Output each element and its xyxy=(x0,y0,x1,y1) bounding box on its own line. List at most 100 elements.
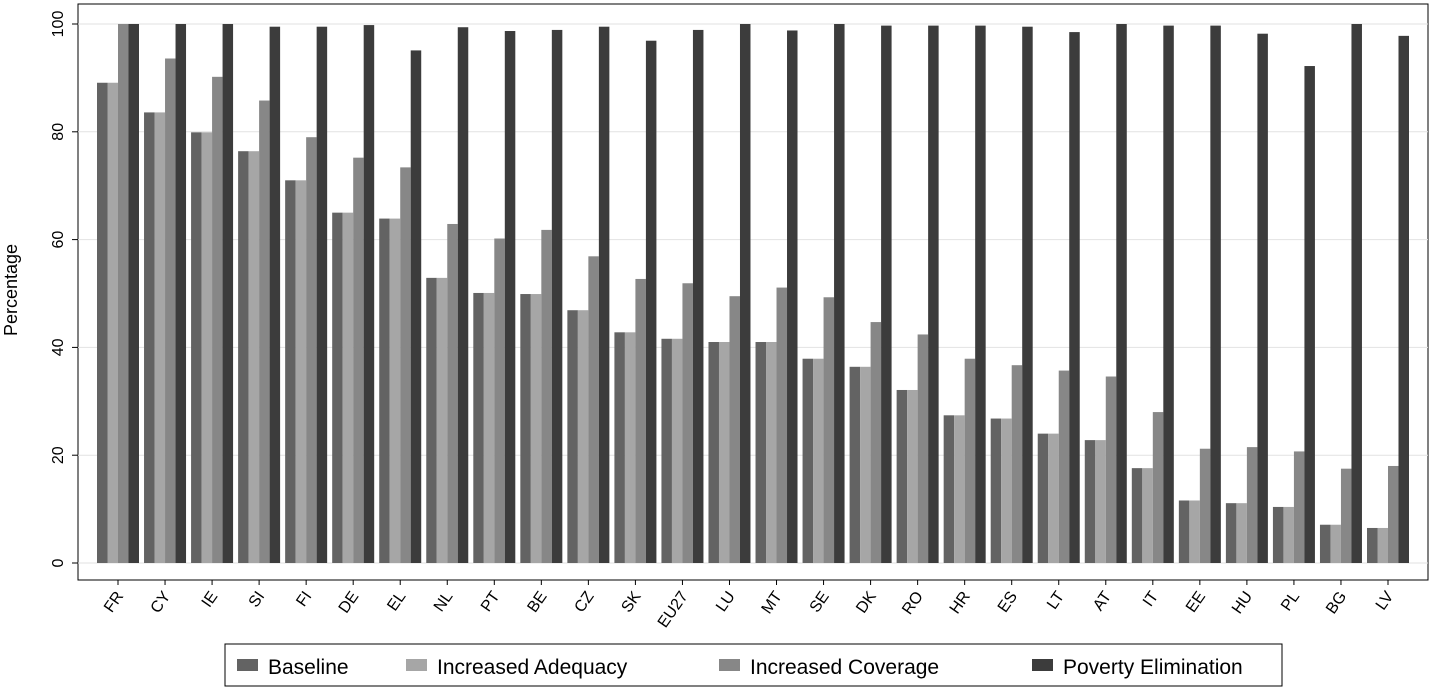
legend: Baseline Increased Adequacy Increased Cove… xyxy=(224,643,1283,687)
legend-key xyxy=(1032,659,1053,671)
bar-bg-increased-coverage xyxy=(1340,468,1352,563)
bar-be-increased-coverage xyxy=(541,229,552,563)
bar-lu-poverty-elimination xyxy=(739,24,751,563)
bar-pl-increased-coverage xyxy=(1293,451,1305,563)
x-tick-label: PL xyxy=(1278,588,1303,614)
bar-si-poverty-elimination xyxy=(269,26,281,563)
bar-ro-increased-adequacy xyxy=(907,389,918,563)
bar-cz-increased-coverage xyxy=(588,256,599,563)
bar-lv-poverty-elimination xyxy=(1398,35,1409,564)
x-tick-label: LV xyxy=(1373,588,1398,613)
bar-be-poverty-elimination xyxy=(551,29,563,564)
bar-fi-increased-coverage xyxy=(306,137,317,563)
bar-be-baseline xyxy=(520,294,531,563)
x-tick-label: IT xyxy=(1140,588,1162,610)
x-tick-label: FI xyxy=(293,589,315,610)
x-tick-label: HU xyxy=(1229,589,1256,618)
bar-fr-poverty-elimination xyxy=(128,24,139,563)
bar-lu-increased-adequacy xyxy=(718,342,730,563)
bar-cy-poverty-elimination xyxy=(175,24,187,563)
bar-el-baseline xyxy=(379,218,390,563)
legend-label: Increased Coverage xyxy=(750,656,939,679)
bar-nl-increased-adequacy xyxy=(436,277,448,563)
x-tick-label: AT xyxy=(1090,588,1115,614)
bar-mt-baseline xyxy=(755,342,767,563)
bar-ie-increased-coverage xyxy=(212,76,223,563)
x-tick-label: ES xyxy=(995,589,1021,616)
bar-lt-increased-adequacy xyxy=(1048,433,1059,563)
bar-bg-baseline xyxy=(1319,524,1331,563)
x-tick-label: MT xyxy=(759,588,786,617)
bar-pl-increased-adequacy xyxy=(1283,506,1294,563)
bar-at-increased-coverage xyxy=(1105,376,1117,563)
x-tick-label: EL xyxy=(384,588,409,614)
x-tick-label: LT xyxy=(1044,588,1068,612)
y-tick-label: 40 xyxy=(50,338,67,356)
x-tick-label: PT xyxy=(478,588,504,615)
bar-sk-increased-coverage xyxy=(635,278,646,563)
bar-hu-poverty-elimination xyxy=(1257,33,1268,563)
bar-hr-poverty-elimination xyxy=(975,25,986,564)
y-tick-label: 0 xyxy=(50,558,67,567)
bar-at-baseline xyxy=(1084,440,1096,563)
bar-at-poverty-elimination xyxy=(1116,24,1127,563)
bar-mt-increased-coverage xyxy=(776,287,788,563)
bar-cz-poverty-elimination xyxy=(598,26,610,563)
x-tick-label: EE xyxy=(1183,589,1209,616)
bar-lt-poverty-elimination xyxy=(1069,32,1080,563)
legend-label: Poverty Elimination xyxy=(1063,656,1243,679)
bar-de-poverty-elimination xyxy=(363,25,375,563)
bar-nl-poverty-elimination xyxy=(457,27,469,564)
bar-de-increased-adequacy xyxy=(342,212,354,563)
x-tick-label: CY xyxy=(148,588,175,616)
bars xyxy=(97,24,1409,564)
bar-ie-baseline xyxy=(191,132,202,563)
bar-sk-increased-adequacy xyxy=(624,332,636,563)
bar-mt-increased-adequacy xyxy=(766,342,777,563)
bar-lt-increased-coverage xyxy=(1058,370,1070,563)
bar-el-increased-coverage xyxy=(400,167,411,563)
x-tick-label: EU27 xyxy=(655,588,692,631)
bar-si-increased-adequacy xyxy=(248,151,260,563)
x-tick-label: SE xyxy=(807,589,833,616)
bar-cy-increased-adequacy xyxy=(154,112,166,564)
bar-si-increased-coverage xyxy=(259,100,270,563)
bar-ee-baseline xyxy=(1178,500,1190,563)
bar-bg-poverty-elimination xyxy=(1351,24,1362,563)
bar-dk-poverty-elimination xyxy=(881,25,892,564)
x-tick-label: DK xyxy=(853,588,880,616)
bar-hr-baseline xyxy=(943,415,955,563)
bar-pl-baseline xyxy=(1272,506,1284,563)
x-tick-label: DE xyxy=(336,589,363,617)
bar-cz-increased-adequacy xyxy=(577,310,589,563)
bar-ee-increased-coverage xyxy=(1199,448,1211,563)
bar-lu-baseline xyxy=(708,342,719,563)
y-axis-title: Percentage xyxy=(1,244,21,336)
bar-dk-baseline xyxy=(849,366,861,563)
bar-cz-baseline xyxy=(567,310,578,563)
y-tick-label: 60 xyxy=(50,231,67,249)
bar-ee-increased-adequacy xyxy=(1189,500,1200,563)
x-tick-label: SI xyxy=(246,589,269,611)
bar-ie-poverty-elimination xyxy=(222,24,234,563)
bar-de-baseline xyxy=(332,212,343,563)
x-tick-label: BG xyxy=(1323,589,1350,618)
bar-bg-increased-adequacy xyxy=(1330,524,1341,563)
bar-el-poverty-elimination xyxy=(410,50,422,564)
bar-pt-baseline xyxy=(473,292,484,563)
bar-eu27-increased-coverage xyxy=(682,283,693,563)
bar-cy-increased-coverage xyxy=(165,58,176,563)
bar-dk-increased-adequacy xyxy=(860,366,871,563)
bar-it-poverty-elimination xyxy=(1163,25,1174,564)
bar-lu-increased-coverage xyxy=(729,296,740,563)
bar-it-baseline xyxy=(1131,468,1143,563)
x-tick-label: BE xyxy=(524,589,550,616)
bar-hr-increased-adequacy xyxy=(954,415,965,563)
bar-nl-increased-coverage xyxy=(447,223,458,563)
bar-it-increased-adequacy xyxy=(1142,468,1153,563)
bar-fi-increased-adequacy xyxy=(295,180,307,563)
bar-hr-increased-coverage xyxy=(964,358,976,563)
y-tick-label: 20 xyxy=(50,446,67,464)
y-tick-label: 80 xyxy=(50,123,67,141)
